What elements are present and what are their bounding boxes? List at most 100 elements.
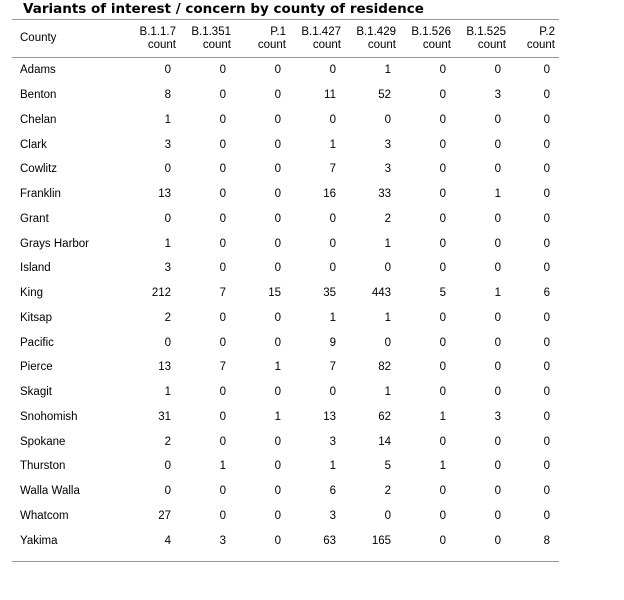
count-cell: 8: [164, 89, 171, 102]
count-cell: 0: [439, 509, 446, 522]
count-cell: 0: [274, 237, 281, 250]
count-cell: 16: [323, 188, 336, 201]
count-cell: 0: [384, 262, 391, 275]
header-row: County B.1.1.7 count B.1.351 count P.1 count B…: [12, 20, 559, 58]
count-cell: 0: [329, 212, 336, 225]
count-cell: 0: [439, 336, 446, 349]
count-cell: 0: [274, 336, 281, 349]
count-cell: 0: [164, 460, 171, 473]
count-cell: 0: [439, 163, 446, 176]
table-row: Snohomish 31 0 1 13 62 1 3 0: [12, 405, 559, 430]
count-cell: 0: [274, 485, 281, 498]
count-cell: 0: [439, 386, 446, 399]
count-cell: 6: [543, 287, 550, 300]
count-cell: 0: [439, 485, 446, 498]
count-cell: 0: [329, 64, 336, 77]
count-cell: 0: [329, 262, 336, 275]
count-cell: 165: [371, 534, 391, 547]
count-cell: 0: [494, 485, 501, 498]
count-cell: 0: [494, 113, 501, 126]
table-row: Island 3 0 0 0 0 0 0 0: [12, 256, 559, 281]
count-cell: 1: [439, 410, 446, 423]
county-name-cell: Benton: [20, 89, 57, 102]
count-cell: 8: [543, 534, 550, 547]
count-cell: 0: [439, 361, 446, 374]
count-cell: 0: [494, 163, 501, 176]
table-row: King 212 7 15 35 443 5 1 6: [12, 281, 559, 306]
count-cell: 3: [384, 163, 391, 176]
county-name-cell: Adams: [20, 64, 56, 77]
count-cell: 2: [164, 311, 171, 324]
count-cell: 1: [384, 386, 391, 399]
table-body: Adams 0 0 0 0 1 0 0 0 Benton 8 0 0 11 52 0 3 0 Chelan 1 0 0 0 0…: [12, 58, 559, 554]
table-row: Pacific 0 0 0 9 0 0 0 0: [12, 330, 559, 355]
count-cell: 7: [329, 163, 336, 176]
count-cell: 0: [219, 336, 226, 349]
top-divider: [12, 19, 559, 20]
count-cell: 0: [219, 237, 226, 250]
count-cell: 35: [323, 287, 336, 300]
column-header: B.1.427 count: [290, 20, 345, 58]
count-cell: 13: [158, 361, 171, 374]
column-header-county: County: [12, 20, 110, 58]
column-header: B.1.429 count: [345, 20, 400, 58]
count-cell: 0: [494, 336, 501, 349]
count-cell: 0: [219, 262, 226, 275]
count-cell: 0: [439, 212, 446, 225]
count-cell: 33: [378, 188, 391, 201]
count-cell: 0: [384, 336, 391, 349]
count-cell: 0: [329, 386, 336, 399]
count-cell: 0: [543, 410, 550, 423]
bottom-divider: [12, 561, 559, 562]
table-row: Clark 3 0 0 1 3 0 0 0: [12, 132, 559, 157]
count-cell: 0: [219, 64, 226, 77]
count-cell: 14: [378, 435, 391, 448]
count-cell: 1: [219, 460, 226, 473]
column-header-variant: B.1.526: [411, 25, 451, 38]
county-name-cell: Thurston: [20, 460, 66, 473]
column-header-variant: B.1.427: [301, 25, 341, 38]
table-title: Variants of interest / concern by county…: [23, 1, 424, 17]
county-name-cell: Franklin: [20, 188, 61, 201]
count-cell: 1: [164, 386, 171, 399]
table-row: Cowlitz 0 0 0 7 3 0 0 0: [12, 157, 559, 182]
column-header-variant: B.1.1.7: [139, 25, 176, 38]
count-cell: 1: [329, 460, 336, 473]
count-cell: 0: [439, 435, 446, 448]
table-row: Adams 0 0 0 0 1 0 0 0: [12, 58, 559, 83]
count-cell: 0: [494, 386, 501, 399]
count-cell: 3: [164, 262, 171, 275]
count-cell: 3: [494, 89, 501, 102]
column-header-unit: count: [147, 38, 176, 51]
count-cell: 0: [543, 386, 550, 399]
count-cell: 1: [384, 64, 391, 77]
count-cell: 13: [158, 188, 171, 201]
count-cell: 0: [439, 188, 446, 201]
table-row: Walla Walla 0 0 0 6 2 0 0 0: [12, 479, 559, 504]
column-header-unit: count: [202, 38, 231, 51]
count-cell: 0: [164, 485, 171, 498]
column-header: B.1.351 count: [180, 20, 235, 58]
count-cell: 0: [274, 212, 281, 225]
count-cell: 0: [219, 138, 226, 151]
count-cell: 0: [219, 509, 226, 522]
table-row: Grays Harbor 1 0 0 0 1 0 0 0: [12, 231, 559, 256]
count-cell: 0: [439, 64, 446, 77]
count-cell: 0: [164, 212, 171, 225]
table-row: Spokane 2 0 0 3 14 0 0 0: [12, 429, 559, 454]
count-cell: 0: [494, 237, 501, 250]
table-row: Skagit 1 0 0 0 1 0 0 0: [12, 380, 559, 405]
count-cell: 1: [384, 311, 391, 324]
count-cell: 0: [274, 509, 281, 522]
count-cell: 0: [543, 212, 550, 225]
count-cell: 0: [274, 262, 281, 275]
count-cell: 0: [543, 509, 550, 522]
count-cell: 62: [378, 410, 391, 423]
table-row: Grant 0 0 0 0 2 0 0 0: [12, 207, 559, 232]
column-header-variant: B.1.525: [466, 25, 506, 38]
count-cell: 0: [494, 435, 501, 448]
column-header: B.1.526 count: [400, 20, 455, 58]
count-cell: 0: [274, 138, 281, 151]
count-cell: 0: [494, 262, 501, 275]
count-cell: 0: [329, 113, 336, 126]
